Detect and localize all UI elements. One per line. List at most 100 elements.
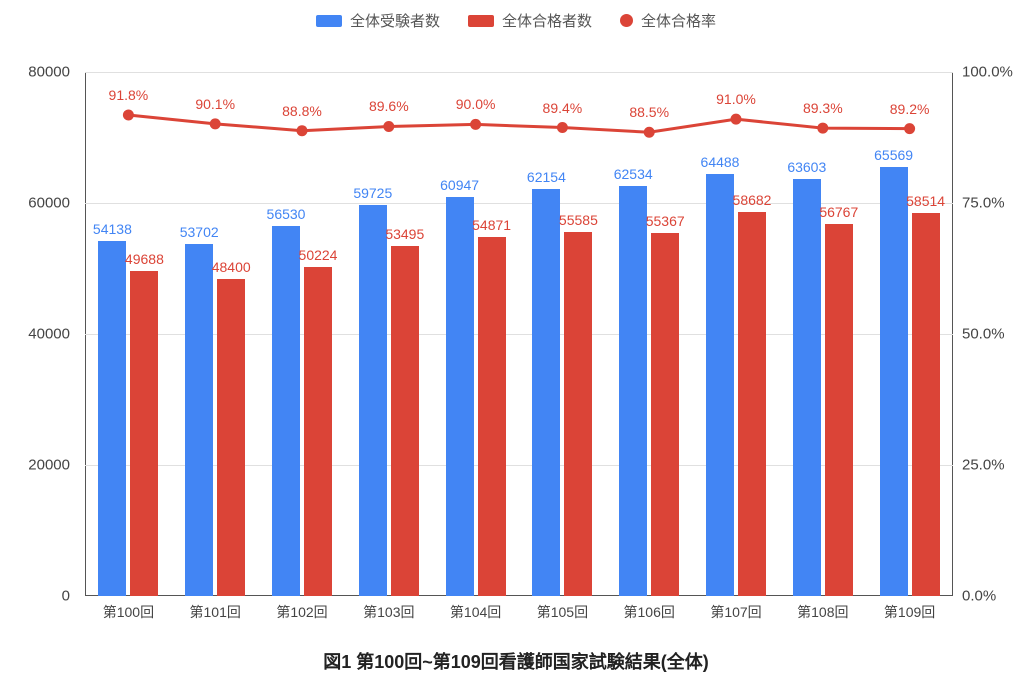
passrate-line (128, 115, 909, 132)
x-tick-label: 第106回 (624, 602, 675, 622)
passrate-label: 90.0% (456, 96, 496, 112)
passrate-point (297, 125, 308, 136)
bar-applicants (619, 186, 647, 596)
bar-passers (825, 224, 853, 596)
bar-label-passers: 55585 (559, 212, 598, 228)
bar-label-applicants: 59725 (353, 185, 392, 201)
x-axis: 第100回 第101回 第102回 第103回 第104回 第105回 第106回 第107回… (85, 596, 953, 626)
x-tick-label: 第107回 (710, 602, 761, 622)
bar-label-applicants: 65569 (874, 147, 913, 163)
legend-item-applicants: 全体受験者数 (316, 10, 440, 31)
x-tick-label: 第105回 (537, 602, 588, 622)
passrate-point (644, 127, 655, 138)
chart-container: 全体受験者数 全体合格者数 全体合格率 0 20000 40000 60000 8000… (0, 0, 1032, 698)
y-left-tick-label: 60000 (28, 195, 70, 212)
passrate-point (123, 109, 134, 120)
bar-label-applicants: 53702 (180, 224, 219, 240)
legend-label-passrate: 全体合格率 (641, 10, 716, 31)
legend-item-passrate: 全体合格率 (620, 10, 716, 31)
bar-passers (478, 237, 506, 596)
y-left-tick-label: 20000 (28, 457, 70, 474)
legend-item-passers: 全体合格者数 (468, 10, 592, 31)
y-axis-right: 0.0%25.0%50.0%75.0%100.0% (954, 72, 1032, 596)
bar-label-passers: 56767 (819, 204, 858, 220)
legend-dot-passrate (620, 14, 633, 27)
x-tick-label: 第103回 (363, 602, 414, 622)
legend: 全体受験者数 全体合格者数 全体合格率 (0, 10, 1032, 31)
bar-label-applicants: 62154 (527, 169, 566, 185)
passrate-point (470, 119, 481, 130)
bar-applicants (98, 241, 126, 596)
passrate-label: 89.4% (543, 100, 583, 116)
y-right-tick-label: 25.0% (962, 457, 1005, 474)
legend-label-applicants: 全体受験者数 (350, 10, 440, 31)
bar-applicants (359, 205, 387, 596)
bar-label-passers: 49688 (125, 251, 164, 267)
passrate-point (557, 122, 568, 133)
bar-passers (304, 267, 332, 596)
legend-swatch-passers (468, 15, 494, 27)
bar-passers (912, 213, 940, 596)
x-tick-label: 第109回 (884, 602, 935, 622)
bar-applicants (185, 244, 213, 596)
gridline (85, 72, 953, 73)
passrate-point (731, 114, 742, 125)
bar-label-applicants: 60947 (440, 177, 479, 193)
x-tick-label: 第104回 (450, 602, 501, 622)
bar-applicants (446, 197, 474, 596)
passrate-label: 88.8% (282, 103, 322, 119)
passrate-point (817, 123, 828, 134)
x-tick-label: 第108回 (797, 602, 848, 622)
passrate-label: 91.8% (109, 87, 149, 103)
y-axis-left: 020000400006000080000 (0, 72, 80, 596)
plot-area: 54138 49688 53702 48400 56530 50224 59725 53495… (85, 72, 953, 596)
legend-label-passers: 全体合格者数 (502, 10, 592, 31)
bar-passers (564, 232, 592, 596)
bar-applicants (272, 226, 300, 596)
y-right-tick-label: 75.0% (962, 195, 1005, 212)
bar-label-passers: 55367 (646, 213, 685, 229)
y-right-tick-label: 0.0% (962, 588, 996, 605)
y-left-tick-label: 40000 (28, 326, 70, 343)
passrate-point (904, 123, 915, 134)
bar-label-passers: 58682 (733, 192, 772, 208)
passrate-label: 88.5% (629, 104, 669, 120)
bar-label-passers: 50224 (299, 247, 338, 263)
bar-label-applicants: 64488 (701, 154, 740, 170)
passrate-label: 89.2% (890, 101, 930, 117)
y-right-tick-label: 100.0% (962, 64, 1013, 81)
bar-label-passers: 58514 (906, 193, 945, 209)
bar-applicants (793, 179, 821, 596)
x-tick-label: 第101回 (190, 602, 241, 622)
bar-label-applicants: 63603 (787, 159, 826, 175)
x-tick-label: 第102回 (276, 602, 327, 622)
bar-passers (651, 233, 679, 596)
passrate-label: 89.3% (803, 100, 843, 116)
gridline (85, 334, 953, 335)
x-tick-label: 第100回 (103, 602, 154, 622)
legend-swatch-applicants (316, 15, 342, 27)
chart-caption: 図1 第100回~第109回看護師国家試験結果(全体) (0, 648, 1032, 674)
bar-passers (217, 279, 245, 596)
bar-passers (391, 246, 419, 596)
passrate-label: 90.1% (195, 96, 235, 112)
bar-passers (738, 212, 766, 596)
bar-label-passers: 54871 (472, 217, 511, 233)
y-right-tick-label: 50.0% (962, 326, 1005, 343)
bar-applicants (706, 174, 734, 596)
passrate-label: 89.6% (369, 98, 409, 114)
bar-label-passers: 48400 (212, 259, 251, 275)
bar-passers (130, 271, 158, 596)
bar-label-applicants: 62534 (614, 166, 653, 182)
y-left-tick-label: 80000 (28, 64, 70, 81)
bar-label-applicants: 54138 (93, 221, 132, 237)
bar-label-applicants: 56530 (267, 206, 306, 222)
bar-label-passers: 53495 (385, 226, 424, 242)
passrate-label: 91.0% (716, 91, 756, 107)
passrate-point (210, 118, 221, 129)
y-left-tick-label: 0 (62, 588, 70, 605)
gridline (85, 465, 953, 466)
bar-applicants (532, 189, 560, 596)
passrate-point (383, 121, 394, 132)
bar-applicants (880, 167, 908, 596)
